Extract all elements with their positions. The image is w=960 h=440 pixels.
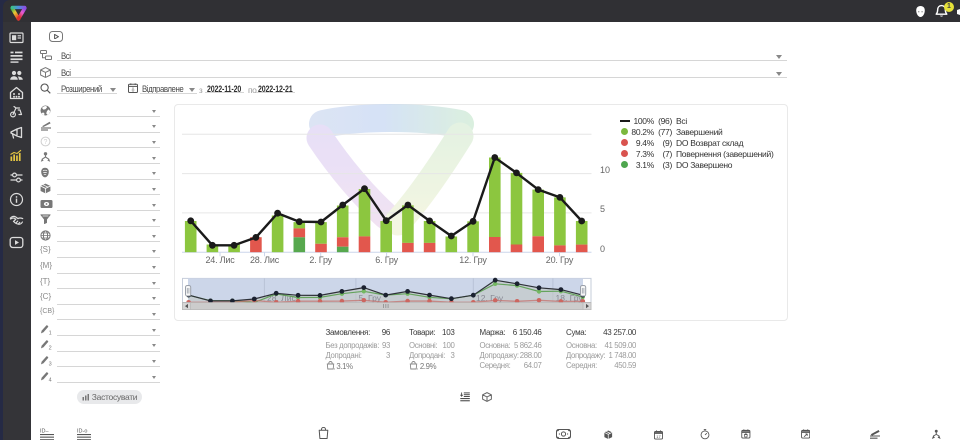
svg-text:x: x [417,367,418,370]
svg-text:18. Гру: 18. Гру [556,293,584,303]
svg-text:ID–: ID– [40,429,50,435]
svg-text:1: 1 [49,330,52,335]
svg-text:4: 4 [49,377,52,382]
svg-text:5. Гру: 5. Гру [359,293,382,303]
svg-text:17: 17 [656,433,661,438]
svg-text:x: x [334,367,335,370]
svg-text:ID-o: ID-o [77,429,87,435]
svg-text:28. Лис: 28. Лис [267,293,297,303]
svg-text:12. Гру: 12. Гру [476,293,504,303]
svg-text:?: ? [44,139,48,146]
svg-text:ö: ö [132,87,135,93]
svg-text:3: 3 [49,362,52,367]
svg-text:2: 2 [49,346,52,351]
